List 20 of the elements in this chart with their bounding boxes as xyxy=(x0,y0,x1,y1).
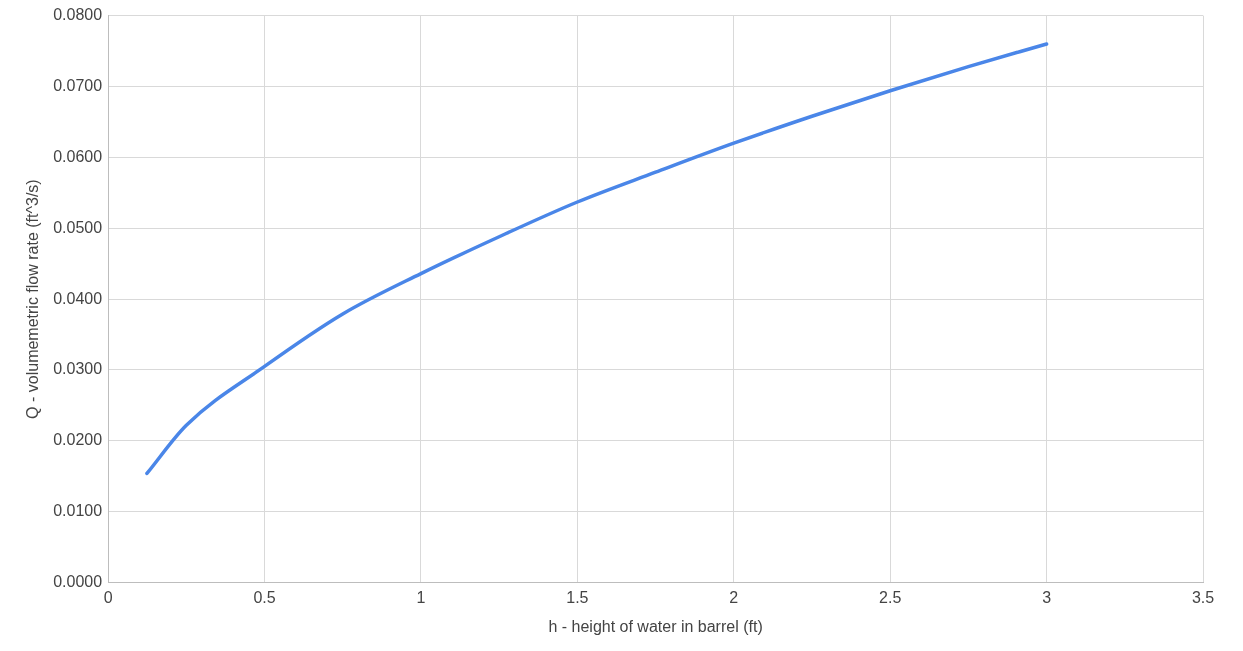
y-tick-label: 0.0400 xyxy=(53,289,103,307)
y-tick-label: 0.0700 xyxy=(53,76,103,94)
x-tick-label: 2 xyxy=(729,588,739,606)
y-tick-label: 0.0800 xyxy=(53,6,103,24)
x-tick-label: 3.5 xyxy=(1191,588,1215,606)
x-tick-label: 1.5 xyxy=(566,588,589,606)
x-tick-label: 0.5 xyxy=(253,588,276,606)
y-tick-label: 0.0100 xyxy=(53,502,103,520)
x-tick-label: 1 xyxy=(416,588,426,606)
y-tick-label: 0.0300 xyxy=(53,360,103,378)
x-axis-title: h - height of water in barrel (ft) xyxy=(548,617,763,635)
x-tick-label: 0 xyxy=(103,588,113,606)
y-tick-label: 0.0600 xyxy=(53,147,103,165)
x-tick-label: 3 xyxy=(1042,588,1052,606)
y-tick-label: 0.0000 xyxy=(53,573,103,591)
y-axis-title: Q - volumemetric flow rate (ft^3/s) xyxy=(24,179,42,419)
x-tick-label: 2.5 xyxy=(879,588,902,606)
y-tick-label: 0.0200 xyxy=(53,431,103,449)
y-tick-label: 0.0500 xyxy=(53,218,103,236)
line-series xyxy=(145,42,1049,476)
